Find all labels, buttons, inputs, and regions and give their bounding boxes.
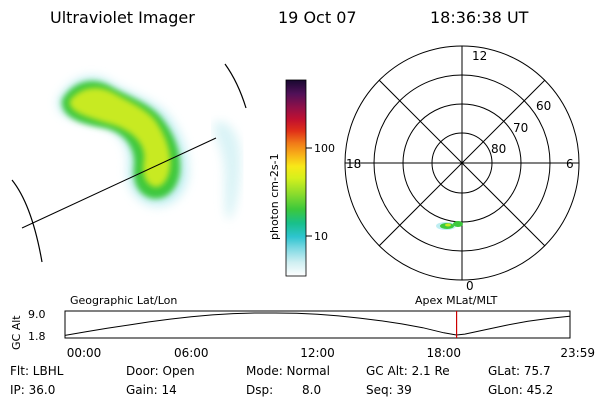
aurora-image (11, 63, 247, 263)
lat-label-70: 70 (513, 121, 528, 135)
info-gain: Gain: 14 (126, 383, 177, 397)
altitude-xtick-06:00: 06:00 (174, 346, 209, 360)
polar-plot: 12 18 6 0 60 70 80 (344, 45, 580, 293)
limb-arc-left (11, 179, 43, 263)
mlt-label-0: 0 (466, 279, 474, 293)
altitude-chart-frame (64, 310, 571, 339)
colorbar: 100 10 photon cm-2s-1 (268, 79, 335, 277)
lat-label-60: 60 (536, 99, 551, 113)
limb-arc-top (224, 63, 247, 109)
polar-aurora-spot (436, 221, 463, 230)
info-filter: Flt: LBHL (10, 364, 64, 378)
mlt-label-18: 18 (346, 157, 361, 171)
altitude-xticks: 00:00 06:00 12:00 18:00 23:59 (67, 346, 595, 360)
info-dsp-label: Dsp: (246, 383, 274, 397)
instrument-title: Ultraviolet Imager (50, 8, 195, 27)
colorbar-tick-label-10: 10 (314, 230, 328, 243)
info-ip: IP: 36.0 (10, 383, 56, 397)
info-gc-alt: GC Alt: 2.1 Re (366, 364, 450, 378)
date-label: 19 Oct 07 (278, 8, 357, 27)
lat-label-80: 80 (491, 142, 506, 156)
colorbar-tick-label-100: 100 (314, 142, 335, 155)
altitude-chart: Geographic Lat/Lon Apex MLat/MLT GC Alt … (10, 294, 595, 360)
time-label: 18:36:38 UT (430, 8, 529, 27)
altitude-ytick-9.0: 9.0 (28, 308, 46, 321)
mlt-label-6: 6 (566, 157, 574, 171)
colorbar-gradient (285, 79, 307, 277)
map-right-label: Apex MLat/MLT (415, 294, 498, 307)
altitude-series-line (64, 312, 570, 336)
info-glat: GLat: 75.7 (488, 364, 551, 378)
map-left-label: Geographic Lat/Lon (70, 294, 177, 307)
altitude-xtick-00:00: 00:00 (67, 346, 102, 360)
altitude-xtick-12:00: 12:00 (300, 346, 335, 360)
altitude-ylabel: GC Alt (10, 315, 23, 350)
colorbar-label: photon cm-2s-1 (268, 153, 281, 240)
polar-axis-diag2 (378, 79, 546, 247)
info-mode: Mode: Normal (246, 364, 330, 378)
altitude-xtick-18:00: 18:00 (426, 346, 461, 360)
altitude-ytick-1.8: 1.8 (28, 330, 46, 343)
orbit-track-line (21, 137, 217, 229)
info-dsp-value: 8.0 (302, 383, 322, 397)
mlt-label-12: 12 (472, 49, 487, 63)
info-door: Door: Open (126, 364, 195, 378)
info-seq: Seq: 39 (366, 383, 412, 397)
info-glon: GLon: 45.2 (488, 383, 554, 397)
altitude-xtick-23:59: 23:59 (560, 346, 595, 360)
